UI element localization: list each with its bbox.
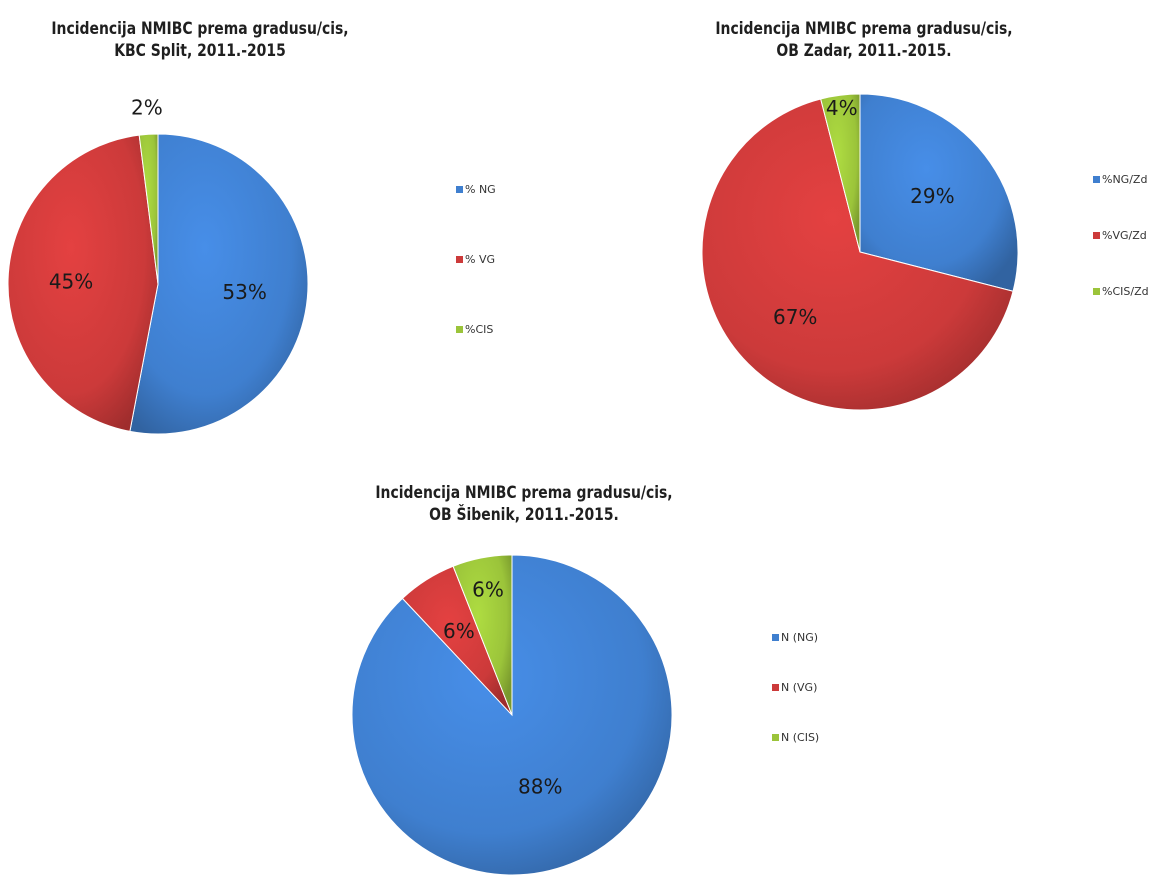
legend-swatch (456, 256, 463, 263)
legend-entry: % NG (456, 183, 496, 196)
chart-title: Incidencija NMIBC prema gradusu/cis, OB … (692, 18, 1036, 62)
legend-swatch (1093, 232, 1100, 239)
legend-swatch (456, 186, 463, 193)
slice-data-label: 53% (222, 280, 266, 304)
chart-title-line-2: OB Šibenik, 2011.-2015. (429, 505, 619, 525)
legend-swatch (456, 326, 463, 333)
pie-slice-2 (7, 134, 159, 432)
legend-entry: % VG (456, 253, 495, 266)
legend-label: %CIS/Zd (1102, 285, 1149, 298)
pie-slice-3 (138, 133, 159, 285)
pie-slice-3 (452, 554, 513, 716)
pie-slice-1 (129, 133, 309, 435)
chart-title-line-2: OB Zadar, 2011.-2015. (776, 41, 952, 61)
legend-label: %NG/Zd (1102, 173, 1148, 186)
legend-entry: %NG/Zd (1093, 173, 1147, 186)
legend-swatch (772, 684, 779, 691)
pie-slice-1 (859, 93, 1019, 292)
slice-data-label: 4% (826, 96, 858, 120)
legend-entry: %VG/Zd (1093, 229, 1147, 242)
chart-title: Incidencija NMIBC prema gradusu/cis, OB … (352, 482, 696, 526)
slice-data-label: 88% (518, 774, 562, 798)
slice-data-label: 67% (773, 305, 817, 329)
legend-entry: %CIS/Zd (1093, 285, 1149, 298)
legend-entry: N (NG) (772, 631, 818, 644)
slice-data-label: 29% (910, 184, 954, 208)
legend-label: %CIS (465, 323, 494, 336)
pie-plot: 29% 67% 4% (701, 93, 1019, 411)
legend-label: N (VG) (781, 681, 818, 694)
pie-slice-2 (701, 98, 1014, 411)
chart-title-line-2: KBC Split, 2011.-2015 (114, 41, 286, 61)
legend-label: % VG (465, 253, 495, 266)
slice-data-label: 45% (49, 269, 93, 293)
slice-data-label: 6% (472, 577, 504, 601)
chart-title-line-1: Incidencija NMIBC prema gradusu/cis, (51, 19, 349, 39)
legend-label: N (CIS) (781, 731, 820, 744)
pie-slice-3 (820, 93, 861, 253)
slice-data-label: 6% (443, 619, 475, 643)
legend-entry: %CIS (456, 323, 493, 336)
legend-label: % NG (465, 183, 496, 196)
legend-swatch (1093, 288, 1100, 295)
chart-title: Incidencija NMIBC prema gradusu/cis, KBC… (20, 18, 381, 62)
legend-swatch (1093, 176, 1100, 183)
pie-plot: 53% 45% 2% (7, 95, 309, 435)
legend-label: %VG/Zd (1102, 229, 1147, 242)
legend-label: N (NG) (781, 631, 819, 644)
legend-entry: N (CIS) (772, 731, 819, 744)
legend-entry: N (VG) (772, 681, 817, 694)
legend-swatch (772, 634, 779, 641)
chart-title-line-1: Incidencija NMIBC prema gradusu/cis, (715, 19, 1013, 39)
slice-data-label: 2% (131, 95, 163, 119)
legend-swatch (772, 734, 779, 741)
chart-title-line-1: Incidencija NMIBC prema gradusu/cis, (375, 483, 673, 503)
